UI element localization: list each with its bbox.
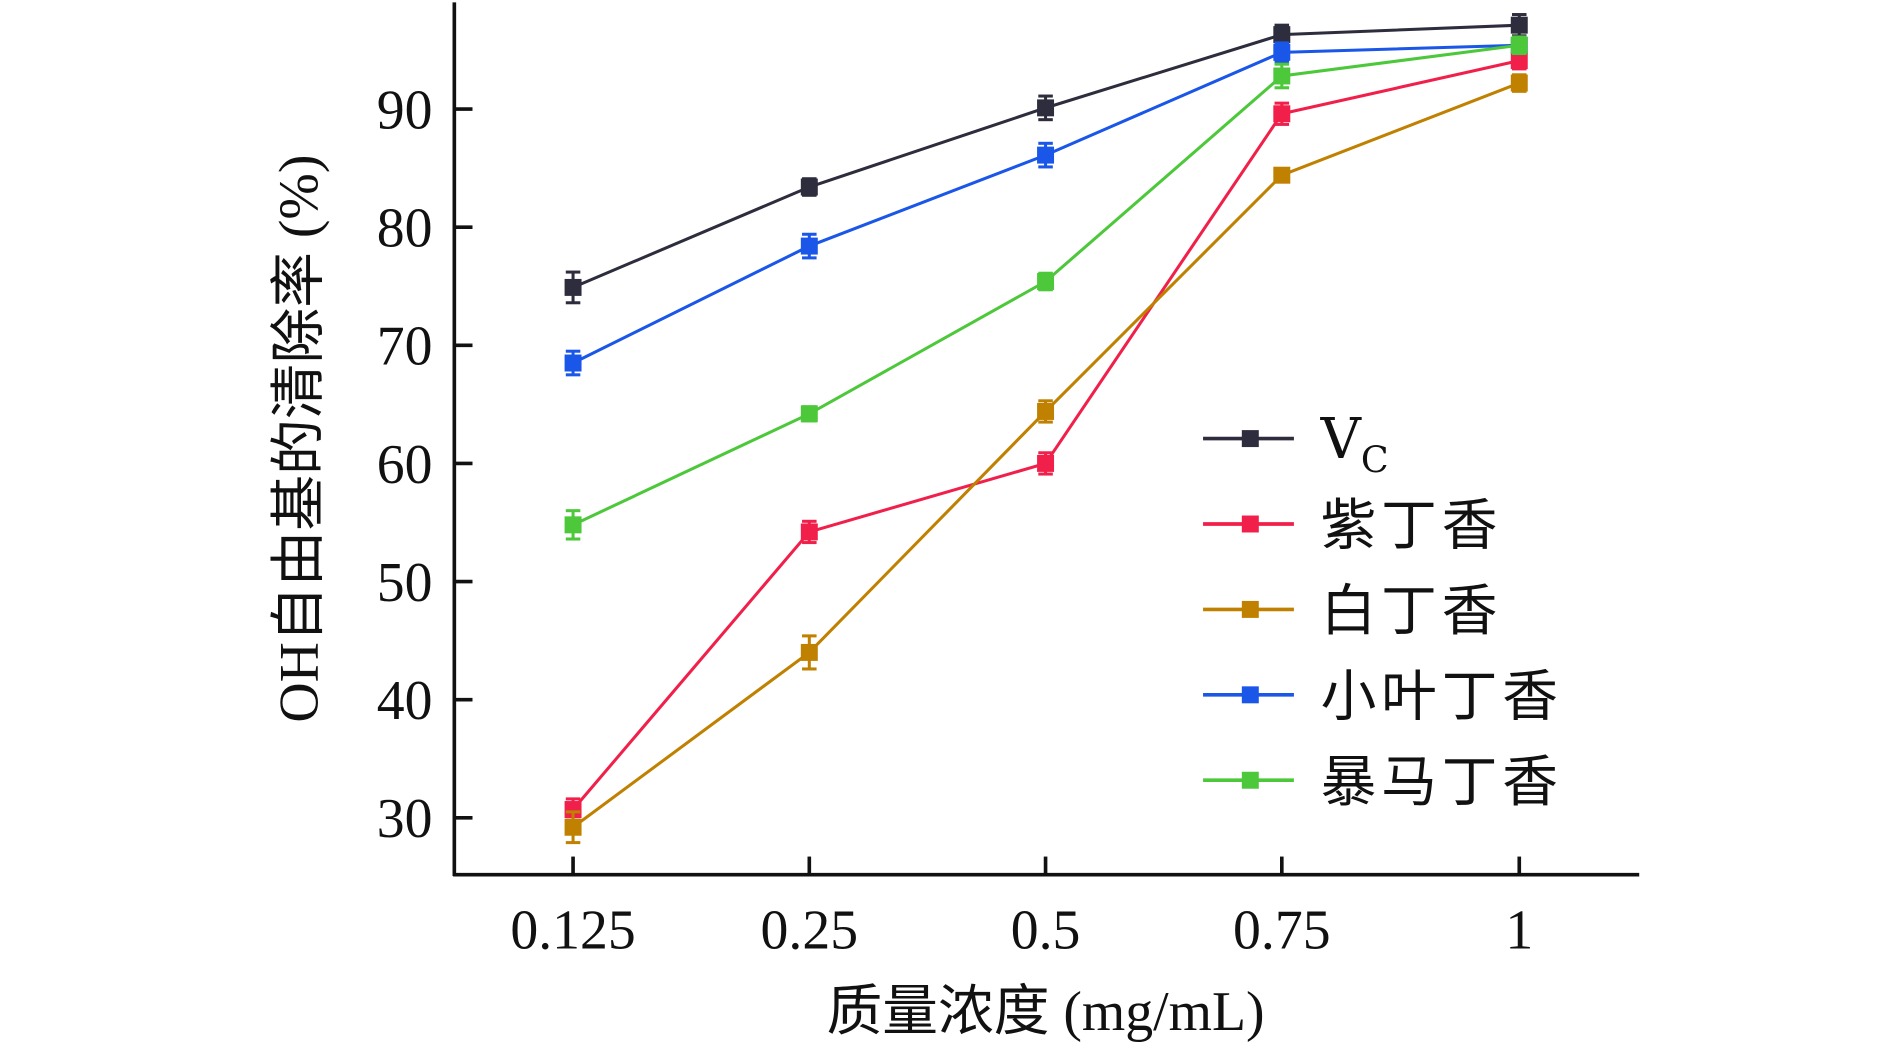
data-point-marker <box>1273 166 1291 184</box>
data-point-marker <box>1510 52 1528 70</box>
legend-marker-icon <box>1241 430 1259 448</box>
x-axis-title: 质量浓度 (mg/mL) <box>827 981 1265 1043</box>
legend-marker-icon <box>1241 515 1259 533</box>
x-tick-label: 0.25 <box>761 900 859 962</box>
y-tick-label: 40 <box>377 670 433 732</box>
y-tick-label: 30 <box>377 788 433 850</box>
series-1 <box>564 50 1528 822</box>
data-point-marker <box>800 523 818 541</box>
series-layer <box>564 13 1528 845</box>
data-point-marker <box>1037 273 1055 290</box>
legend-label: 紫丁香 <box>1321 494 1503 559</box>
legend-label: 白丁香 <box>1321 579 1503 644</box>
series-0 <box>564 13 1528 305</box>
x-tick-label: 0.75 <box>1233 900 1331 962</box>
data-point-marker <box>1510 36 1528 54</box>
series-4 <box>564 35 1528 541</box>
data-point-marker <box>800 178 818 196</box>
legend-item: 白丁香 <box>1203 579 1503 644</box>
y-ticks: 30 40 50 60 70 80 90 <box>377 79 473 850</box>
data-point-marker <box>1273 26 1291 44</box>
data-point-marker <box>1273 43 1291 61</box>
data-point-marker <box>1037 146 1055 164</box>
y-tick-label: 50 <box>377 552 433 614</box>
data-point-marker <box>800 237 818 255</box>
legend-marker-icon <box>1241 600 1259 618</box>
data-point-marker <box>1510 16 1528 34</box>
y-axis-title: OH自由基的清除率 (%) <box>268 155 330 723</box>
y-tick-label: 80 <box>377 198 433 260</box>
data-point-marker <box>1037 402 1055 420</box>
y-tick-label: 90 <box>377 79 433 141</box>
y-tick-label: 60 <box>377 434 433 496</box>
axes <box>452 2 1640 877</box>
data-point-marker <box>564 818 582 836</box>
legend-marker-icon <box>1241 771 1259 789</box>
data-point-marker <box>564 516 582 534</box>
x-tick-label: 0.5 <box>1011 900 1081 962</box>
series-2 <box>564 73 1528 845</box>
x-tick-label: 1 <box>1505 900 1533 962</box>
data-point-marker <box>564 278 582 296</box>
data-point-marker <box>1273 105 1291 123</box>
legend-item: 紫丁香 <box>1203 494 1503 559</box>
data-point-marker <box>564 801 582 819</box>
data-point-marker <box>800 643 818 661</box>
data-point-marker <box>564 354 582 372</box>
data-point-marker <box>800 405 818 423</box>
legend-item: 暴马丁香 <box>1203 750 1563 815</box>
x-tick-label: 0.125 <box>510 900 635 962</box>
data-point-marker <box>1510 74 1528 92</box>
legend-label: 暴马丁香 <box>1321 750 1563 815</box>
y-tick-label: 70 <box>377 316 433 378</box>
legend-label: VC <box>1320 407 1389 482</box>
legend-item: VC <box>1203 407 1389 482</box>
legend-marker-icon <box>1241 686 1259 704</box>
x-ticks: 0.125 0.25 0.5 0.75 1 <box>510 856 1533 962</box>
legend-item: 小叶丁香 <box>1203 664 1563 729</box>
data-point-marker <box>1273 67 1291 85</box>
data-point-marker <box>1037 99 1055 117</box>
legend-label: 小叶丁香 <box>1321 664 1563 729</box>
series-3 <box>564 36 1528 377</box>
data-point-marker <box>1037 454 1055 472</box>
